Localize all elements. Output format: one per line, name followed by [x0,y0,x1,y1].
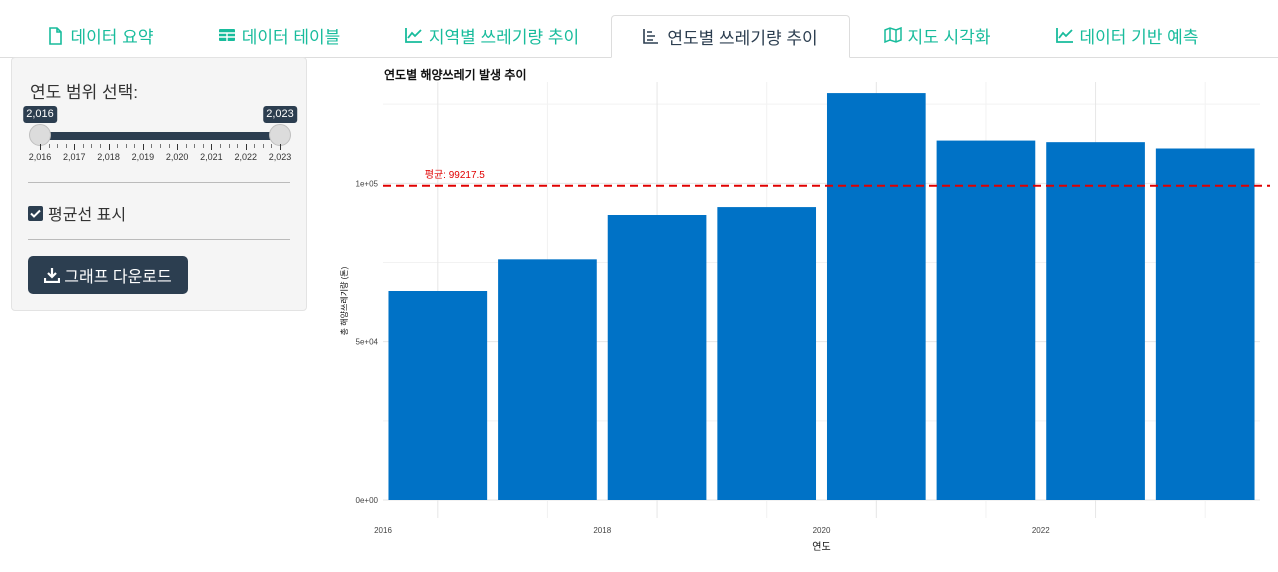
tab-prediction[interactable]: 데이터 기반 예측 [1040,15,1214,56]
year-range-label: 연도 범위 선택: [30,83,139,102]
slider-tick-label: 2,016 [28,152,52,162]
slider-tick [40,144,41,150]
slider-tick [211,144,213,150]
bar-2019 [717,207,817,501]
slider-minor-tick [160,144,161,148]
download-graph-label: 그래프 다운로드 [64,269,172,286]
slider-tick [177,144,179,150]
tab-label: 지역별 쓰레기량 추이 [428,28,580,47]
x-tick-label: 2018 [593,526,611,535]
mean-line-toggle[interactable]: 평균선 표시 [28,201,126,225]
tab-map[interactable]: 지도 시각화 [870,15,1004,56]
tab-yearly-trend[interactable]: 연도별 쓰레기량 추이 [611,15,850,58]
slider-tick-label: 2,023 [268,152,292,162]
slider-minor-tick [48,144,50,148]
slider-minor-tick [100,144,101,148]
bar-2016 [388,291,488,500]
slider-minor-tick [134,144,136,148]
slider-minor-tick [237,144,239,148]
slider-minor-tick [220,144,221,148]
slider-tick [108,144,110,150]
map-icon [883,26,902,45]
line-chart-icon [1055,27,1074,45]
x-tick-label: 2022 [1032,526,1050,535]
y-tick-label: 5e+04 [356,338,379,347]
slider-minor-tick [57,144,59,148]
tab-label: 데이터 요약 [70,28,154,47]
slider-tick [142,144,144,150]
tab-label: 연도별 쓰레기량 추이 [667,29,818,48]
mean-line-toggle-label: 평균선 표시 [48,207,127,224]
slider-minor-tick [151,144,153,148]
slider-minor-tick [82,144,84,148]
bar-chart-icon [643,28,661,46]
bar-2017 [498,259,597,500]
slider-to-value: 2,023 [263,106,297,123]
slider-tick-label: 2,017 [63,152,86,162]
bar-2023 [1155,148,1255,500]
tab-data-table[interactable]: 데이터 테이블 [200,15,358,56]
slider-tick-label: 2,022 [234,152,257,162]
slider-minor-tick [91,144,93,148]
slider-tick [280,144,281,150]
slider-minor-tick [194,144,196,148]
tab-label: 데이터 기반 예측 [1079,28,1199,47]
slider-minor-tick [65,144,67,148]
tab-data-summary[interactable]: 데이터 요약 [30,15,170,56]
slider-minor-tick [254,144,256,148]
slider-minor-tick [271,144,273,148]
tab-regional-trend[interactable]: 지역별 쓰레기량 추이 [390,15,594,56]
slider-minor-tick [125,144,127,148]
year-range-slider[interactable] [40,132,280,140]
slider-minor-tick [228,144,230,148]
download-icon [44,267,61,283]
table-icon [218,27,236,45]
divider [28,182,290,183]
bar-2018 [607,215,707,500]
file-icon [47,26,65,45]
slider-tick-label: 2,019 [131,152,155,162]
slider-minor-tick [117,144,119,148]
mean-line-label: 평균: 99217.5 [425,169,486,181]
tab-label: 지도 시각화 [907,28,991,47]
y-axis-label: 총 해양쓰레기량 (톤) [339,266,349,335]
slider-tick [245,144,247,150]
x-tick-label: 2016 [374,526,392,535]
bar-2022 [1046,142,1145,500]
download-graph-button[interactable]: 그래프 다운로드 [28,256,188,294]
x-axis-label: 연도 [812,541,830,553]
slider-from-value: 2,016 [23,106,57,123]
sidebar-panel: 연도 범위 선택: 2,016 2,023 2,016 2,017 2,018 2,0… [11,57,307,311]
slider-tick-label: 2,018 [97,152,120,162]
line-chart-icon [404,27,423,45]
bar-2021 [936,140,1036,501]
slider-minor-tick [262,144,264,148]
tab-label: 데이터 테이블 [241,28,341,47]
slider-minor-tick [185,144,187,148]
bar-2020 [826,93,926,500]
y-tick-label: 1e+05 [356,179,379,188]
slider-tick [74,144,76,150]
chart-title: 연도별 해양쓰레기 발생 추이 [384,68,527,82]
checkbox-checked-icon[interactable] [28,205,43,221]
y-tick-label: 0e+00 [356,496,379,505]
slider-tick-label: 2,021 [200,152,223,162]
x-tick-label: 2020 [813,526,831,535]
divider [28,239,290,240]
slider-minor-tick [168,144,170,148]
slider-minor-tick [202,144,204,148]
slider-tick-label: 2,020 [165,152,189,162]
tab-bar: 데이터 요약 데이터 테이블 지역별 쓰레기량 추이 연도별 쓰레기량 추이 지… [0,0,1278,58]
